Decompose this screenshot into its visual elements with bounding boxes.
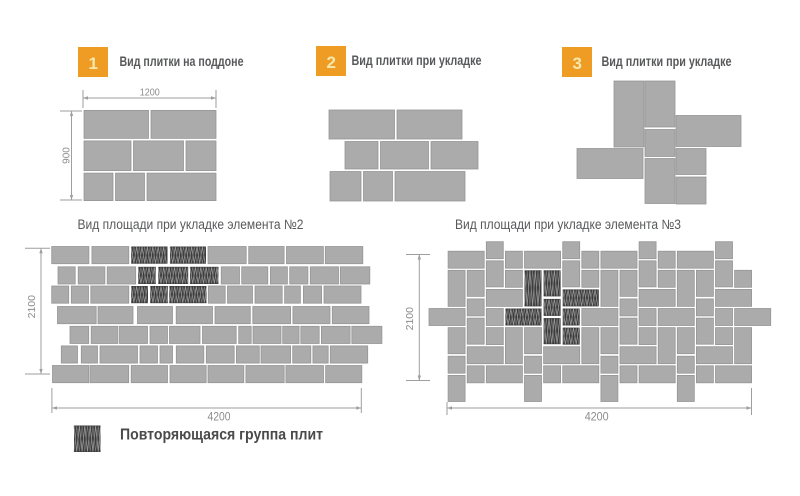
svg-text:2100: 2100 <box>404 307 416 331</box>
svg-text:Вид площади при укладке элемен: Вид площади при укладке элемента №2 <box>78 217 304 232</box>
svg-text:1: 1 <box>88 54 97 73</box>
svg-text:3: 3 <box>572 54 581 73</box>
svg-text:4200: 4200 <box>208 412 231 424</box>
svg-text:Вид плитки при укладке: Вид плитки при укладке <box>352 52 482 68</box>
svg-text:Вид площади при укладке элемен: Вид площади при укладке элемента №3 <box>455 217 681 232</box>
svg-text:Вид плитки на поддоне: Вид плитки на поддоне <box>120 53 244 69</box>
svg-text:Вид плитки при укладке: Вид плитки при укладке <box>602 53 732 69</box>
svg-text:2100: 2100 <box>26 295 38 319</box>
svg-text:900: 900 <box>62 147 73 164</box>
svg-text:4200: 4200 <box>585 412 609 424</box>
svg-text:1200: 1200 <box>140 88 160 99</box>
svg-text:Повторяющаяся группа плит: Повторяющаяся группа плит <box>120 427 323 444</box>
svg-text:2: 2 <box>326 53 335 72</box>
